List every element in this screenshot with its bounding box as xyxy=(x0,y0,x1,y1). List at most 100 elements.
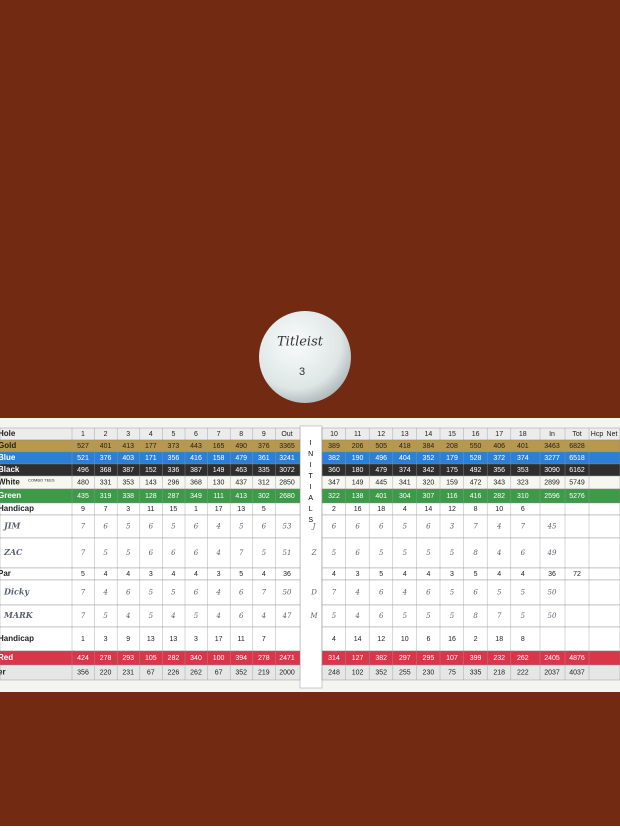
cell: 1 xyxy=(81,636,85,643)
cell: 5 xyxy=(81,571,85,578)
cell: 218 xyxy=(493,669,505,676)
cell: 12 xyxy=(377,431,385,438)
score: 6 xyxy=(332,523,337,531)
cell: 389 xyxy=(328,443,340,450)
score: 6 xyxy=(355,549,360,557)
score: 7 xyxy=(81,612,86,620)
cell: 2 xyxy=(332,506,336,513)
score: 51 xyxy=(283,549,292,557)
cell: 2 xyxy=(474,636,478,643)
cell: 5 xyxy=(474,571,478,578)
cell: 9 xyxy=(81,506,85,513)
cell: 9 xyxy=(126,636,130,643)
cell: 67 xyxy=(215,669,223,676)
score: 5 xyxy=(450,612,455,620)
cell: 335 xyxy=(470,669,482,676)
cell: 435 xyxy=(77,493,89,500)
cell: 222 xyxy=(517,669,529,676)
player-initial: M xyxy=(309,612,318,620)
cell: 67 xyxy=(147,669,155,676)
score: 6 xyxy=(239,612,244,620)
cell: 10 xyxy=(401,636,409,643)
score: 5 xyxy=(126,549,131,557)
cell: 3 xyxy=(217,571,221,578)
cell: 322 xyxy=(328,493,340,500)
cell: 75 xyxy=(448,669,456,676)
cell: 307 xyxy=(423,493,435,500)
score: 5 xyxy=(521,589,526,597)
cell: 2680 xyxy=(279,493,295,500)
score: 7 xyxy=(497,612,502,620)
score: 7 xyxy=(332,589,337,597)
score: 4 xyxy=(215,612,220,620)
cell: 3 xyxy=(126,506,130,513)
cell: 159 xyxy=(446,479,458,486)
cell: 7 xyxy=(262,636,266,643)
cell: 9 xyxy=(262,431,266,438)
cell: 17 xyxy=(215,636,223,643)
row-bg xyxy=(321,537,620,569)
score: 5 xyxy=(403,523,408,531)
cell: 399 xyxy=(470,655,482,662)
score: 4 xyxy=(215,523,220,531)
cell: 17 xyxy=(215,506,223,513)
cell: 312 xyxy=(258,479,270,486)
cell: 287 xyxy=(168,493,180,500)
cell: 149 xyxy=(213,467,225,474)
cell: 416 xyxy=(470,493,482,500)
cell: 138 xyxy=(352,493,364,500)
row-label: Hole xyxy=(0,429,16,438)
player-initial: Z xyxy=(311,549,317,557)
cell: 401 xyxy=(517,443,529,450)
player-initial: J xyxy=(311,523,317,531)
cell: 296 xyxy=(168,479,180,486)
cell: 128 xyxy=(145,493,157,500)
ball-brand: Titleist xyxy=(277,335,324,350)
cell: 445 xyxy=(375,479,387,486)
cell: 190 xyxy=(352,455,364,462)
cell: 384 xyxy=(423,443,435,450)
initials-label: INITIALS xyxy=(307,440,314,528)
score: 5 xyxy=(103,549,108,557)
row-label: Gold xyxy=(0,441,16,450)
cell: 297 xyxy=(399,655,411,662)
score: 6 xyxy=(379,589,384,597)
cell: 18 xyxy=(377,506,385,513)
cell: 368 xyxy=(190,479,202,486)
cell: 2405 xyxy=(544,655,560,662)
row-bg xyxy=(321,502,620,516)
cell: 14 xyxy=(425,506,433,513)
cell: 353 xyxy=(122,479,134,486)
score: 6 xyxy=(103,523,108,531)
cell: 255 xyxy=(399,669,411,676)
cell: 314 xyxy=(328,655,340,662)
cell: 413 xyxy=(122,443,134,450)
cell: 490 xyxy=(235,443,247,450)
cell: 1 xyxy=(194,506,198,513)
cell: 4 xyxy=(171,571,175,578)
cell: 335 xyxy=(258,467,270,474)
cell: 4 xyxy=(126,571,130,578)
score: 50 xyxy=(548,612,557,620)
cell: 3 xyxy=(450,571,454,578)
cell: 36 xyxy=(283,571,291,578)
score: 7 xyxy=(81,549,86,557)
cell: 165 xyxy=(213,443,225,450)
cell: 368 xyxy=(100,467,112,474)
cell: 360 xyxy=(328,467,340,474)
cell: Hcp xyxy=(591,431,604,438)
row-label: er xyxy=(0,668,6,677)
row-label: Handicap xyxy=(0,634,34,643)
cell: 479 xyxy=(235,455,247,462)
row-bg xyxy=(0,579,301,606)
cell: 3277 xyxy=(544,455,560,462)
cell: 4 xyxy=(332,571,336,578)
row-bg xyxy=(321,514,620,539)
cell: 105 xyxy=(145,655,157,662)
cell: 3 xyxy=(356,571,360,578)
cell: 382 xyxy=(328,455,340,462)
cell: 5 xyxy=(262,506,266,513)
cell: 206 xyxy=(352,443,364,450)
